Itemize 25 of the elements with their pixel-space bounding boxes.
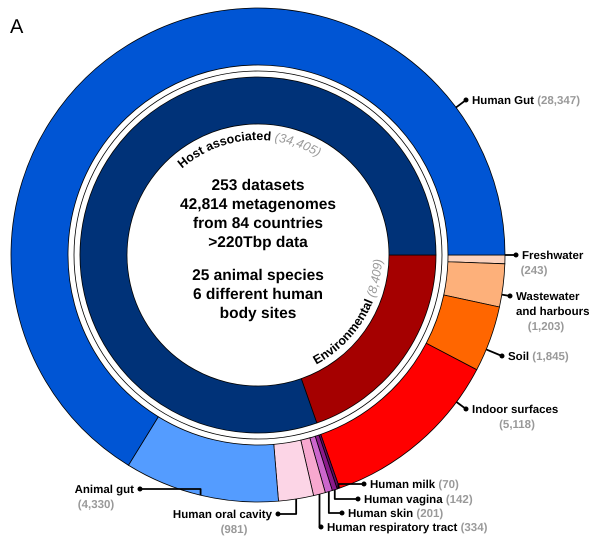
- chart-title: A: [10, 16, 24, 38]
- slice-label: Human milk: [370, 479, 436, 491]
- slice-label: Human skin: [348, 508, 414, 520]
- text: 25 animal species 6 different human body sites: [192, 267, 324, 322]
- slice-label: Indoor surfaces: [472, 404, 558, 416]
- text: 253 datasets 42,814 metagenomes from 84 countries >220Tbp data: [180, 177, 336, 251]
- slice-label: Human Gut: [472, 95, 534, 107]
- data-label: (70): [435, 479, 460, 491]
- data-label: (1,845): [529, 351, 569, 363]
- data-label: (1,203): [528, 321, 564, 333]
- data-label: (5,118): [499, 419, 536, 431]
- slice-label: Soil: [508, 351, 530, 363]
- slice-label: Human vagina: [364, 494, 443, 506]
- slice-label: Wastewater and harbours: [516, 291, 590, 318]
- data-label: (243): [520, 265, 548, 277]
- data-label: (142): [442, 494, 473, 506]
- data-label: (28,347): [534, 95, 580, 107]
- slice-label: Freshwater: [522, 250, 584, 262]
- data-label: (201): [413, 508, 444, 520]
- slice-label: Animal gut: [74, 484, 134, 496]
- slice-label: Human oral cavity: [172, 509, 273, 521]
- slice-label: Human respiratory tract: [327, 522, 458, 534]
- data-label: (334): [457, 522, 488, 534]
- data-label: (981): [220, 524, 248, 536]
- data-label: (4,330): [78, 499, 114, 511]
